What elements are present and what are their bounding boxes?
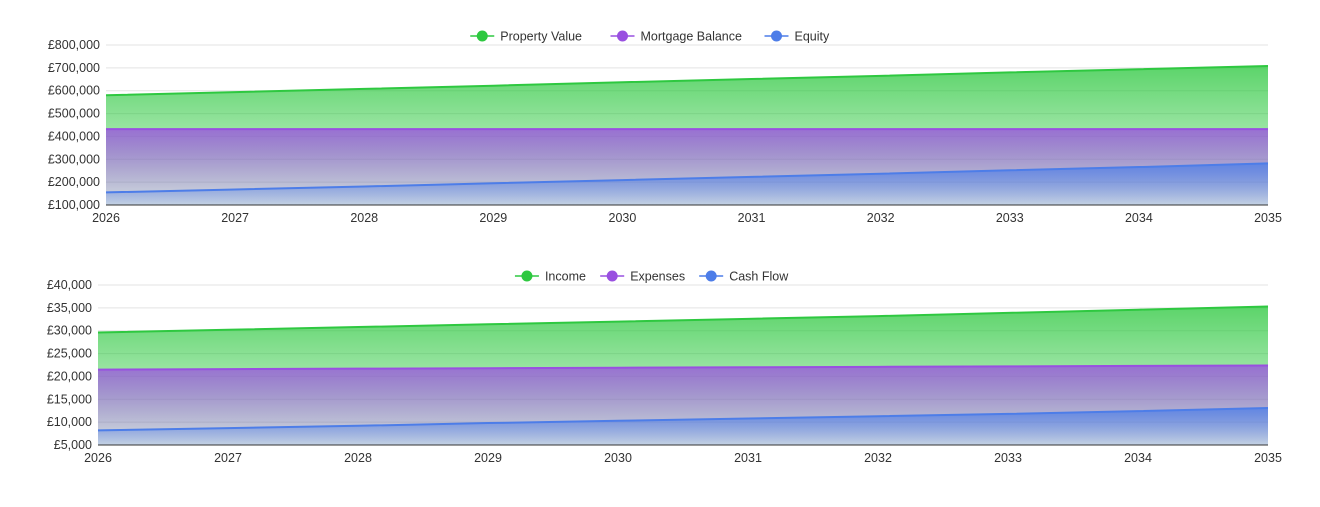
x-tick-label: 2034 (1125, 211, 1153, 225)
legend-item-property-value[interactable]: Property Value (470, 30, 582, 44)
legend-label: Cash Flow (729, 270, 789, 284)
legend-label: Property Value (500, 30, 582, 44)
y-tick-label: £10,000 (47, 415, 92, 429)
legend-item-income[interactable]: Income (514, 270, 586, 284)
legend-item-cash-flow[interactable]: Cash Flow (699, 270, 789, 284)
legend-label: Equity (795, 30, 830, 44)
y-tick-label: £5,000 (54, 438, 92, 452)
line-cash-flow (97, 406, 1269, 432)
y-tick-label: £600,000 (48, 84, 100, 98)
legend-marker (606, 270, 618, 282)
chart-2: £5,000 £10,000 £15,000 £20,000 £25,000 £30,00… (47, 270, 1282, 466)
y-tick-label: £20,000 (47, 369, 92, 383)
y-tick-label: £400,000 (48, 129, 100, 143)
legend-marker (521, 270, 533, 282)
line-expenses (97, 364, 1269, 371)
x-tick-label: 2030 (609, 211, 637, 225)
y-tick-label: £40,000 (47, 278, 92, 292)
y-tick-label: £800,000 (48, 38, 100, 52)
x-tick-label: 2029 (474, 451, 502, 465)
y-tick-label: £500,000 (48, 107, 100, 121)
legend-label: Mortgage Balance (641, 30, 743, 44)
x-tick-label: 2035 (1254, 451, 1282, 465)
x-tick-label: 2028 (344, 451, 372, 465)
x-tick-label: 2028 (350, 211, 378, 225)
x-tick-label: 2026 (92, 211, 120, 225)
x-tick-label: 2034 (1124, 451, 1152, 465)
y-tick-label: £700,000 (48, 61, 100, 75)
x-tick-label: 2027 (221, 211, 249, 225)
x-tick-label: 2027 (214, 451, 242, 465)
y-tick-label: £300,000 (48, 152, 100, 166)
legend-marker (705, 270, 717, 282)
y-tick-label: £15,000 (47, 392, 92, 406)
x-tick-label: 2033 (996, 211, 1024, 225)
legend-marker (476, 30, 488, 42)
legend-marker (771, 30, 782, 42)
legend-item-equity[interactable]: Equity (764, 30, 830, 44)
line-property-value (105, 65, 1269, 97)
x-tick-label: 2033 (994, 451, 1022, 465)
legend-item-expenses[interactable]: Expenses (600, 270, 685, 284)
x-tick-label: 2032 (867, 211, 895, 225)
y-tick-label: £25,000 (47, 347, 92, 361)
y-tick-label: £200,000 (48, 175, 100, 189)
x-tick-label: 2030 (604, 451, 632, 465)
legend-marker (617, 30, 628, 42)
x-tick-label: 2032 (864, 451, 892, 465)
line-income (97, 305, 1269, 334)
x-tick-label: 2029 (479, 211, 507, 225)
y-tick-label: £100,000 (48, 198, 100, 212)
chart-1: £100,000 £200,000 £300,000 £400,000 £500,000… (48, 30, 1282, 226)
x-tick-label: 2026 (84, 451, 112, 465)
line-equity (105, 162, 1269, 194)
y-tick-label: £30,000 (47, 324, 92, 338)
y-tick-label: £35,000 (47, 301, 92, 315)
area-equity[interactable] (106, 163, 1268, 205)
x-tick-label: 2035 (1254, 211, 1282, 225)
x-tick-label: 2031 (734, 451, 762, 465)
legend-label: Income (545, 270, 586, 284)
legend-item-mortgage-balance[interactable]: Mortgage Balance (610, 30, 743, 44)
x-tick-label: 2031 (738, 211, 766, 225)
area-cash-flow[interactable] (98, 407, 1268, 445)
legend-label: Expenses (630, 270, 685, 284)
